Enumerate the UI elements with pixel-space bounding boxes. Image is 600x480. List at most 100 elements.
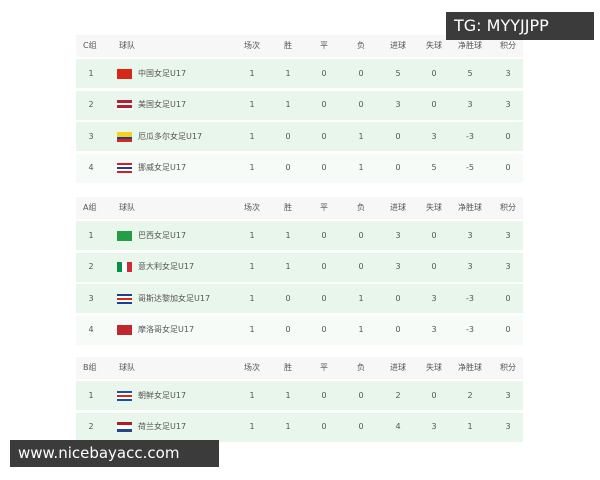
stat: 0 bbox=[358, 390, 364, 400]
column-header: 负 bbox=[357, 41, 365, 50]
column-header: 胜 bbox=[284, 203, 292, 212]
table-row bbox=[76, 252, 523, 282]
stat: 0 bbox=[321, 390, 327, 400]
table-row bbox=[76, 59, 523, 88]
column-header: B组 bbox=[83, 363, 97, 372]
column-header: 净胜球 bbox=[458, 203, 482, 212]
column-header: 球队 bbox=[119, 203, 135, 212]
stat: 0 bbox=[395, 325, 401, 334]
team-name: 挪威女足U17 bbox=[138, 163, 187, 172]
stat: 0 bbox=[505, 325, 511, 334]
table-row bbox=[76, 90, 523, 120]
stat: 0 bbox=[431, 100, 437, 109]
column-header: 负 bbox=[357, 203, 365, 212]
stat: 0 bbox=[321, 68, 327, 78]
column-header: 积分 bbox=[500, 203, 516, 212]
team-name: 美国女足U17 bbox=[138, 100, 187, 109]
stat: 0 bbox=[321, 262, 327, 271]
column-header: 净胜球 bbox=[458, 363, 482, 372]
column-header: 进球 bbox=[390, 203, 406, 212]
stat: 0 bbox=[285, 325, 291, 334]
stat: 0 bbox=[395, 293, 401, 303]
stat: 3 bbox=[431, 131, 437, 141]
column-header: 球队 bbox=[119, 363, 135, 372]
table-row bbox=[76, 153, 523, 183]
stat: 0 bbox=[285, 163, 291, 172]
flag-icon bbox=[117, 230, 132, 241]
stat: 3 bbox=[505, 390, 511, 400]
stat: 0 bbox=[505, 131, 511, 141]
stat: -3 bbox=[466, 325, 474, 334]
stat: 0 bbox=[321, 422, 327, 431]
team-name: 哥斯达黎加女足U17 bbox=[138, 293, 211, 303]
table-row bbox=[76, 221, 523, 250]
stat: 0 bbox=[358, 100, 364, 109]
rank: 2 bbox=[88, 422, 94, 431]
stat: 3 bbox=[505, 422, 511, 431]
flag-icon bbox=[117, 293, 132, 304]
stat: 3 bbox=[505, 262, 511, 271]
stat: 0 bbox=[321, 325, 327, 334]
flag-icon bbox=[117, 422, 132, 432]
column-header: 平 bbox=[320, 363, 328, 372]
stat: 0 bbox=[321, 100, 327, 109]
column-header: 胜 bbox=[284, 363, 292, 372]
flag-icon bbox=[117, 163, 132, 173]
flag-icon bbox=[117, 325, 132, 335]
stat: 0 bbox=[505, 163, 511, 172]
column-header: 失球 bbox=[426, 41, 442, 50]
stat: 0 bbox=[321, 163, 327, 172]
stat: 1 bbox=[249, 100, 255, 109]
column-header: C组 bbox=[83, 41, 97, 50]
stat: -5 bbox=[466, 163, 474, 172]
rank: 1 bbox=[88, 230, 94, 240]
stat: 1 bbox=[285, 230, 291, 240]
table-row bbox=[76, 122, 523, 151]
column-header: 平 bbox=[320, 41, 328, 50]
column-header: 场次 bbox=[244, 363, 260, 372]
team-name: 厄瓜多尔女足U17 bbox=[138, 131, 203, 141]
stat: -3 bbox=[466, 293, 474, 303]
stat: 1 bbox=[249, 131, 255, 141]
rank: 3 bbox=[88, 293, 94, 303]
rank: 4 bbox=[88, 325, 94, 334]
stat: 0 bbox=[431, 68, 437, 78]
flag-icon bbox=[117, 68, 132, 79]
stat: 1 bbox=[249, 68, 255, 78]
rank: 1 bbox=[88, 68, 94, 78]
stat: 5 bbox=[431, 163, 437, 172]
stat: 3 bbox=[467, 230, 473, 240]
flag-icon bbox=[117, 390, 132, 401]
column-header: 负 bbox=[357, 363, 365, 372]
watermark: TG: MYYJJPP bbox=[446, 12, 594, 40]
stat: 0 bbox=[431, 230, 437, 240]
team-name: 巴西女足U17 bbox=[138, 230, 187, 240]
header-row bbox=[76, 197, 523, 219]
stat: 0 bbox=[321, 230, 327, 240]
stat: 2 bbox=[395, 390, 401, 400]
stat: 5 bbox=[395, 68, 401, 78]
stat: 5 bbox=[467, 68, 473, 78]
stat: 1 bbox=[249, 163, 255, 172]
column-header: 积分 bbox=[500, 363, 516, 372]
stat: 0 bbox=[358, 68, 364, 78]
stat: 0 bbox=[431, 262, 437, 271]
stat: 1 bbox=[249, 293, 255, 303]
header-row bbox=[76, 357, 523, 379]
stat: 3 bbox=[505, 230, 511, 240]
column-header: 场次 bbox=[244, 41, 260, 50]
stat: 1 bbox=[358, 131, 364, 141]
column-header: 积分 bbox=[500, 41, 516, 50]
rank: 2 bbox=[88, 100, 94, 109]
stat: 1 bbox=[467, 422, 473, 431]
column-header: 胜 bbox=[284, 41, 292, 50]
stat: 1 bbox=[249, 422, 255, 431]
column-header: A组 bbox=[83, 203, 97, 212]
table-row bbox=[76, 284, 523, 313]
stat: 0 bbox=[431, 390, 437, 400]
header-row bbox=[76, 35, 523, 57]
column-header: 进球 bbox=[390, 41, 406, 50]
stat: 1 bbox=[285, 262, 291, 271]
table-row bbox=[76, 315, 523, 345]
